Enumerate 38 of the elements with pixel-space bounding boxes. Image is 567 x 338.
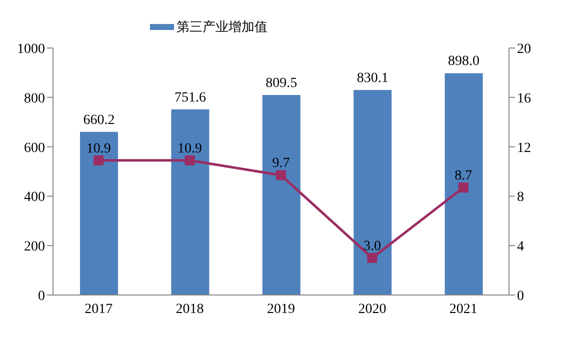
data-label: 10.9 [178,141,202,156]
x-tick-label: 2021 [449,302,478,317]
x-tick-label: 2019 [267,302,295,317]
y-tick-label: 200 [24,240,45,255]
y-tick-label: 1000 [17,42,45,57]
data-label: 751.6 [174,90,206,106]
y2-tick-label: 20 [517,42,531,57]
y2-tick-label: 4 [517,240,524,255]
point [458,182,468,193]
data-label: 809.5 [266,76,298,92]
x-tick-label: 2018 [176,302,204,317]
y-tick-label: 0 [38,288,45,304]
x-tick-label: 2017 [84,302,113,317]
y-tick-label: 400 [24,190,45,206]
y-tick-label: 800 [24,91,45,106]
x-tick-label: 2020 [358,302,386,317]
data-label: 3.0 [363,238,381,254]
bar [80,132,118,295]
data-label: 898.0 [448,54,480,70]
data-label: 9.7 [272,156,290,172]
data-label: 830.1 [356,70,388,86]
y2-tick-label: 0 [517,288,524,304]
y2-tick-label: 16 [517,91,531,106]
data-label: 660.2 [83,112,115,128]
point [184,155,195,166]
point [94,155,104,166]
bar [262,95,300,295]
y2-tick-label: 12 [517,140,531,156]
legend-label: 第三产业增加值 [176,19,268,36]
bar [444,73,483,295]
y2-tick-label: 8 [517,190,524,206]
point [276,170,286,180]
data-label: 8.7 [454,168,472,184]
data-label: 10.9 [86,141,111,156]
bar [354,90,392,295]
y-tick-label: 600 [24,140,45,156]
point [367,252,378,263]
bar [171,109,210,295]
